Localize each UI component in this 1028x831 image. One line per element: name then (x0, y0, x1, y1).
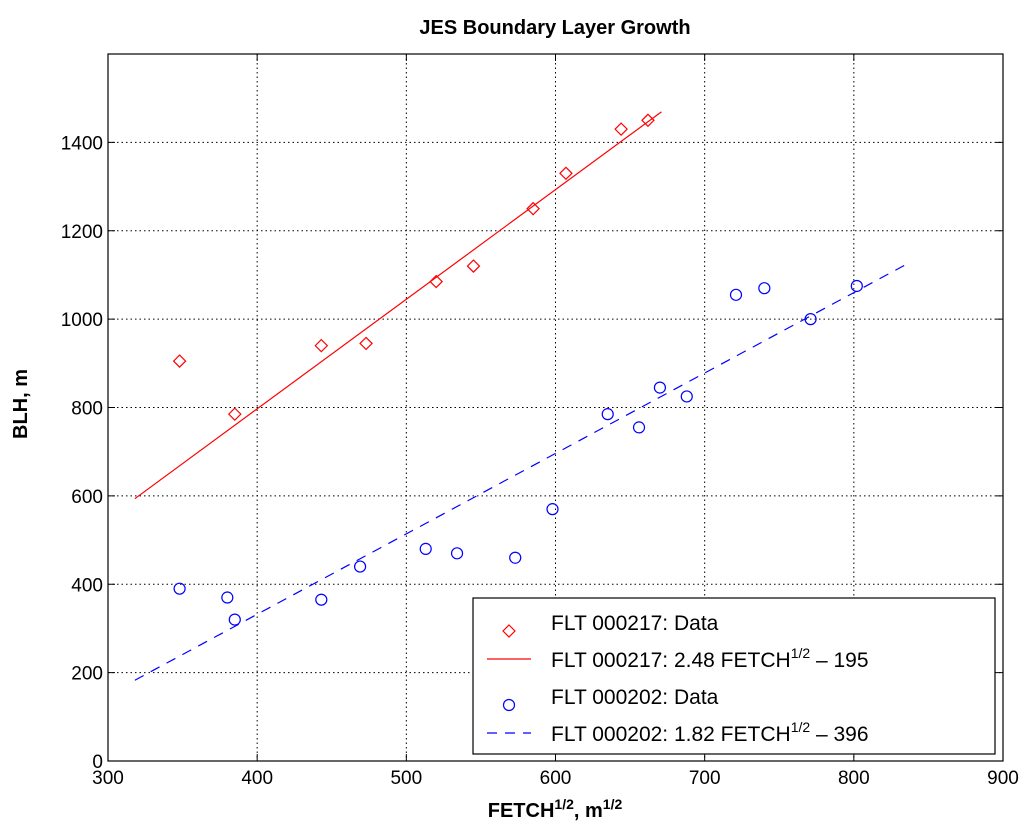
fit-line (134, 263, 907, 681)
x-tick-label: 600 (540, 768, 572, 789)
legend-label: FLT 000217: Data (551, 612, 719, 635)
legend-label: FLT 000202: Data (551, 686, 719, 709)
diamond-marker (359, 336, 373, 351)
circle-marker (315, 593, 328, 606)
series-3 (173, 279, 863, 626)
diamond-marker (314, 338, 329, 353)
y-tick-label: 600 (71, 487, 103, 508)
legend-box (472, 597, 996, 755)
legend-label: FLT 000202: 1.82 FETCH1/2 – 396 (551, 719, 869, 746)
y-tick-label: 1400 (61, 133, 103, 154)
y-tick-label: 1200 (61, 222, 103, 243)
legend-circle-symbol (502, 698, 516, 712)
y-tick-label: 0 (92, 752, 103, 773)
y-tick-label: 400 (71, 575, 103, 596)
legend: FLT 000217: Data FLT 000217: 2.48 FETCH1/… (472, 597, 996, 755)
diamond-marker (466, 259, 481, 273)
y-tick-label: 800 (71, 399, 103, 420)
x-tick-label: 300 (92, 768, 124, 789)
circle-marker (228, 613, 241, 626)
legend-label: FLT 000217: 2.48 FETCH1/2 – 195 (551, 645, 869, 672)
circle-marker (419, 542, 432, 556)
y-tick-label: 1000 (61, 310, 103, 331)
chart-title: JES Boundary Layer Growth (419, 17, 690, 39)
circle-marker (221, 591, 234, 604)
series-1 (172, 113, 655, 421)
x-axis-label-sup: 1/2 (554, 796, 574, 812)
x-tick-label: 800 (838, 768, 870, 789)
plot-frame (107, 53, 1004, 762)
circle-marker (729, 288, 743, 301)
circle-marker (353, 560, 367, 573)
circle-marker (601, 408, 614, 421)
y-tick-label: 200 (71, 664, 103, 685)
axis-ticks: 300 400 500 600 700 800 900 0 200 400 600 800 1000 12… (61, 54, 1019, 789)
x-tick-label: 900 (987, 768, 1019, 789)
circle-marker (653, 381, 667, 394)
diamond-marker (227, 407, 242, 421)
x-axis-label-base: FETCH (488, 800, 555, 822)
x-axis-label: FETCH1/2, m1/2 (488, 796, 623, 822)
circle-marker (509, 551, 522, 564)
x-tick-label: 700 (689, 768, 721, 789)
x-axis-label-sep: , m (574, 800, 603, 822)
legend-diamond-symbol (502, 624, 516, 638)
circle-marker (632, 421, 646, 434)
series-4 (134, 263, 907, 681)
circle-marker (758, 282, 771, 295)
circle-marker (680, 390, 693, 403)
diamond-marker (614, 122, 628, 136)
x-axis-label-unit-sup: 1/2 (603, 796, 623, 812)
series-2 (134, 111, 662, 500)
series-layer (134, 111, 907, 681)
circle-marker (850, 279, 863, 293)
grid (108, 54, 1003, 761)
diamond-marker (526, 201, 540, 216)
circle-marker (546, 503, 559, 516)
y-axis-label: BLH, m (10, 369, 32, 439)
circle-marker (450, 547, 464, 560)
fit-line (134, 111, 662, 500)
diamond-marker (559, 166, 573, 181)
diamond-marker (172, 354, 187, 368)
circle-marker (173, 582, 186, 595)
x-tick-label: 400 (241, 768, 273, 789)
x-tick-label: 500 (390, 768, 422, 789)
